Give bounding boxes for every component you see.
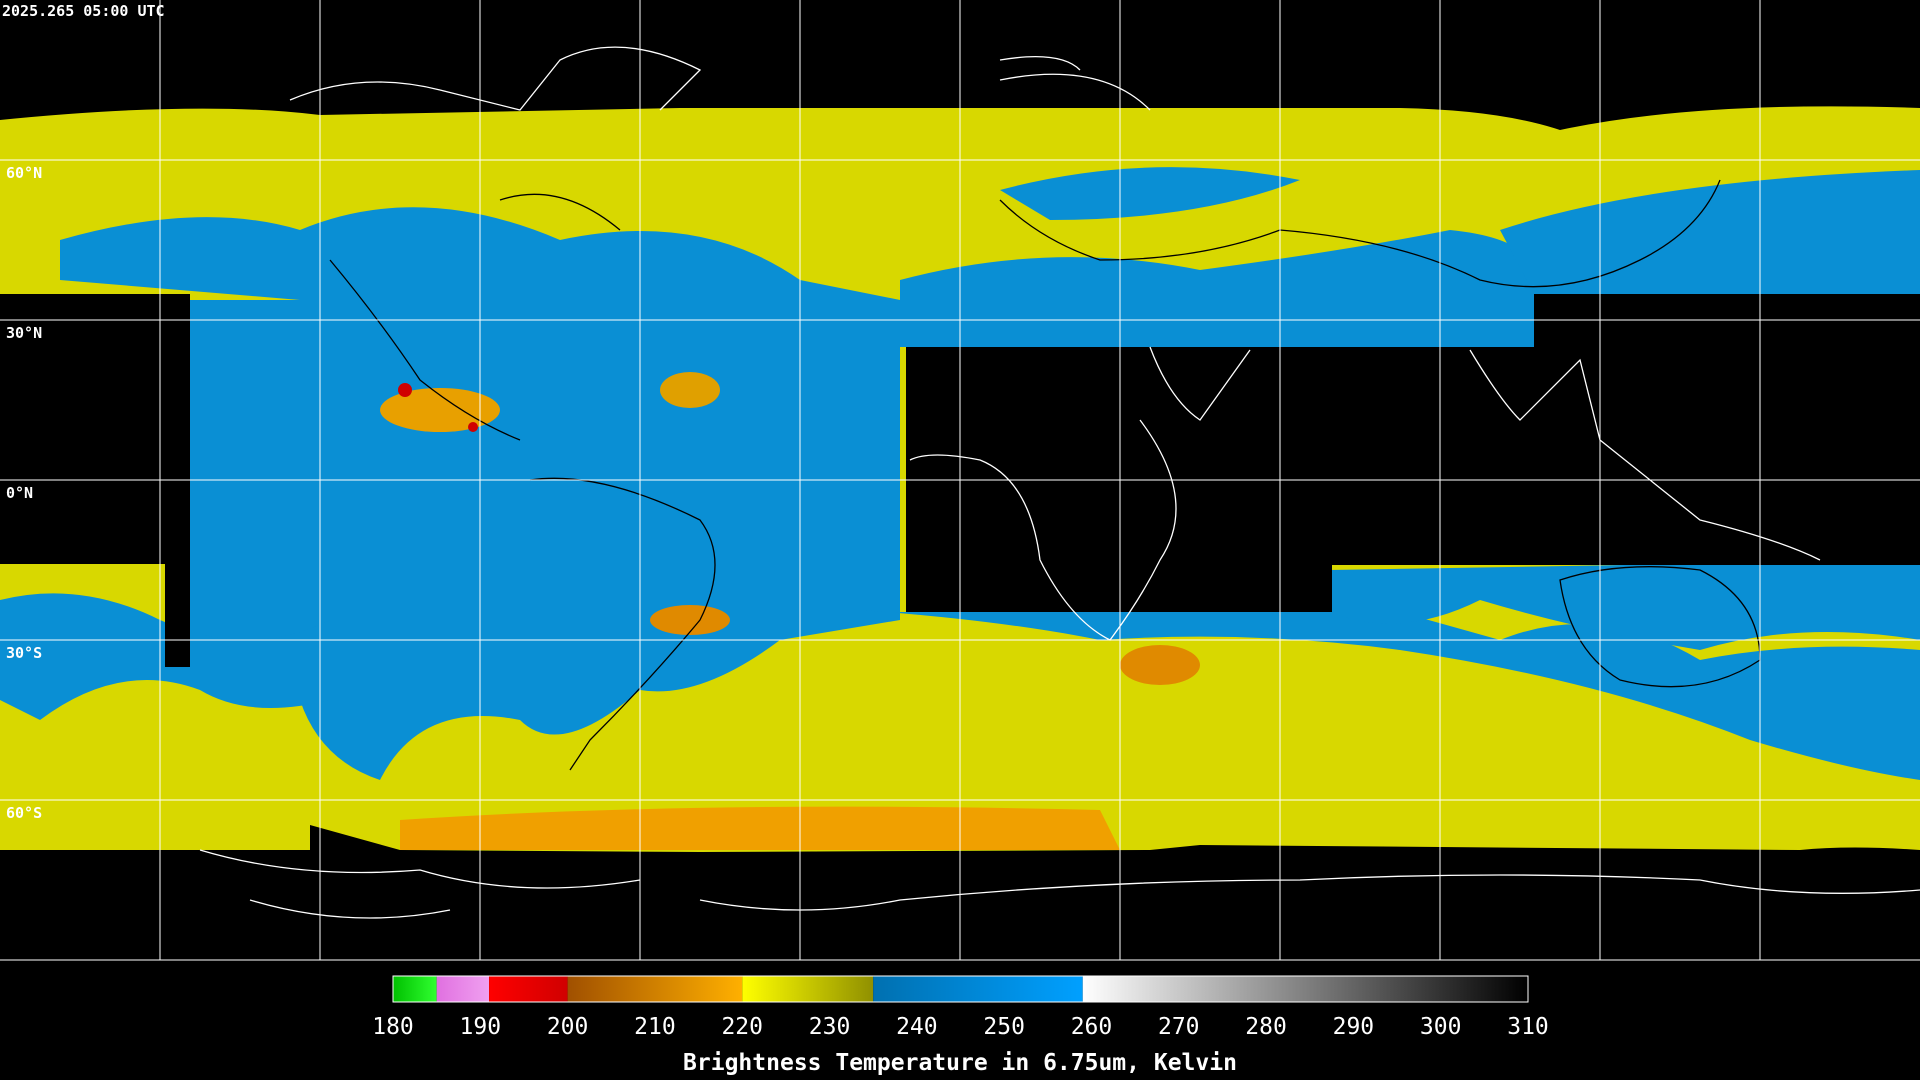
colorbar-tick-label: 220 — [721, 1014, 763, 1040]
blue-region — [1500, 170, 1920, 294]
colorbar-tick-label: 300 — [1420, 1014, 1462, 1040]
colorbar-segment — [567, 976, 743, 1002]
colorbar-tick-label: 280 — [1245, 1014, 1287, 1040]
graticule — [0, 0, 1920, 961]
colorbar-tick-label: 230 — [809, 1014, 851, 1040]
colorbar-tick-label: 180 — [372, 1014, 414, 1040]
warm-core — [468, 422, 478, 432]
cold-region — [380, 388, 500, 432]
lat-label: 60°N — [6, 164, 42, 182]
colorbar-tick-label: 250 — [983, 1014, 1025, 1040]
coastline — [199, 849, 1920, 919]
blue-region — [860, 610, 1920, 780]
colorbar: 180 190 200 210 220 230 240 250 260 270 280 290 300 3… — [372, 975, 1549, 1040]
lat-labels: 60°N 30°N 0°N 30°S 60°S — [6, 164, 42, 822]
colorbar-tick-label: 240 — [896, 1014, 938, 1040]
cold-region — [650, 605, 730, 635]
colorbar-tick-label: 270 — [1158, 1014, 1200, 1040]
colorbar-frame — [392, 975, 1529, 1003]
colorbar-segment — [436, 976, 490, 1002]
coastline — [529, 477, 716, 771]
colorbar-tick-label: 210 — [634, 1014, 676, 1040]
timestamp: 2025.265 05:00 UTC — [2, 2, 165, 20]
colorbar-tick-label: 290 — [1333, 1014, 1375, 1040]
cold-region — [400, 806, 1120, 850]
colorbar-title: Brightness Temperature in 6.75um, Kelvin — [683, 1050, 1237, 1076]
coastline — [999, 179, 1721, 288]
lat-label: 30°S — [6, 644, 42, 662]
lat-label: 30°N — [6, 324, 42, 342]
cold-region — [1120, 645, 1200, 685]
data-gap — [1332, 347, 1920, 565]
blue-region — [190, 300, 900, 780]
colorbar-segment — [489, 976, 568, 1002]
colorbar-tick-label: 190 — [460, 1014, 502, 1040]
colorbar-tick-label: 310 — [1507, 1014, 1549, 1040]
blue-region — [900, 230, 1537, 347]
warm-core — [398, 383, 412, 397]
cold-region — [660, 372, 720, 408]
lat-label: 60°S — [6, 804, 42, 822]
coastline — [289, 46, 702, 111]
colorbar-segment — [742, 976, 874, 1002]
coastline — [329, 193, 621, 441]
coastlines — [199, 46, 1920, 919]
coastline — [999, 56, 1151, 111]
colorbar-segment — [393, 976, 437, 1002]
colorbar-segment — [873, 976, 1083, 1002]
blue-region — [1330, 560, 1920, 650]
blue-region — [1000, 167, 1300, 220]
colorbar-tick-label: 260 — [1071, 1014, 1113, 1040]
data-gap — [0, 294, 190, 564]
colorbar-segment — [1082, 976, 1528, 1002]
colorbar-tick-label: 200 — [547, 1014, 589, 1040]
data-gap — [165, 564, 190, 667]
lat-label: 0°N — [6, 484, 33, 502]
coastline — [909, 346, 1251, 641]
